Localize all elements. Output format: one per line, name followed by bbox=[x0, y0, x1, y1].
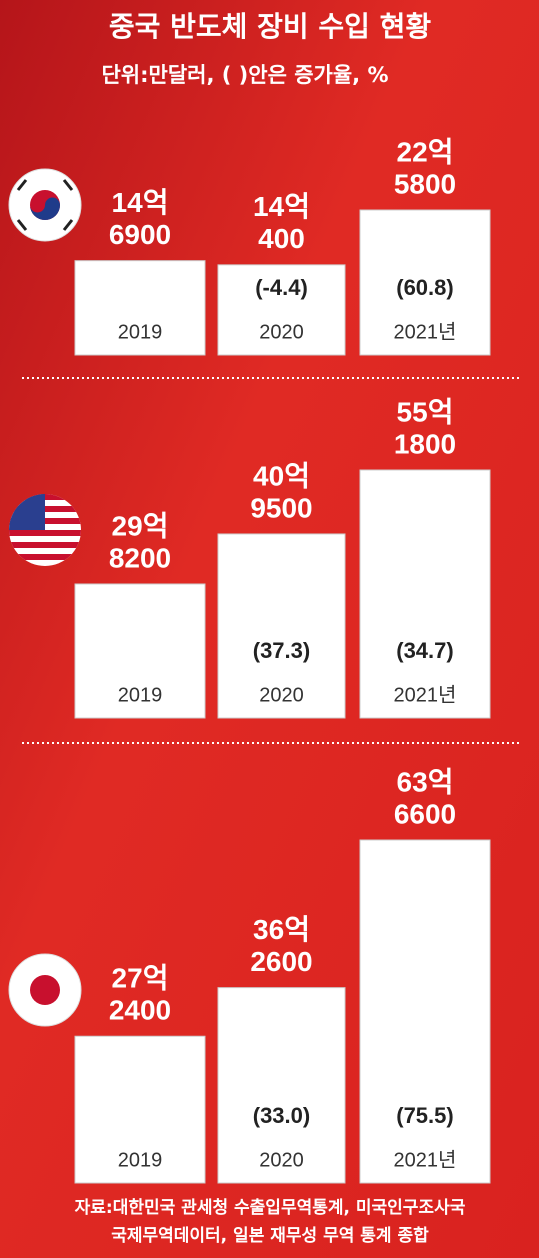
change-label: (37.3) bbox=[253, 638, 310, 663]
flag-japan bbox=[8, 953, 82, 1027]
value-label: 6600 bbox=[394, 798, 456, 829]
value-label: 1800 bbox=[394, 428, 456, 459]
year-label: 2019 bbox=[118, 1149, 163, 1171]
bar bbox=[217, 987, 346, 1184]
flag-usa bbox=[9, 494, 81, 566]
bar bbox=[74, 583, 206, 719]
value-label: 5800 bbox=[394, 168, 456, 199]
subtitle: 단위:만달러, ( )안은 증가율, % bbox=[101, 63, 388, 87]
title: 중국 반도체 장비 수입 현황 bbox=[109, 10, 432, 43]
bar bbox=[217, 533, 346, 719]
change-label: (60.8) bbox=[396, 275, 453, 300]
source-line: 자료:대한민국 관세청 수출입무역통계, 미국인구조사국 bbox=[75, 1197, 466, 1218]
value-label: 40억 bbox=[253, 460, 310, 491]
value-label: 27억 bbox=[112, 963, 169, 994]
value-label: 2600 bbox=[250, 946, 312, 977]
year-label: 2020 bbox=[259, 684, 304, 706]
value-label: 8200 bbox=[109, 542, 171, 573]
value-label: 63억 bbox=[397, 766, 454, 797]
value-label: 9500 bbox=[250, 492, 312, 523]
change-label: (-4.4) bbox=[255, 275, 308, 300]
change-label: (75.5) bbox=[396, 1103, 453, 1128]
year-label: 2020 bbox=[259, 1149, 304, 1171]
year-label: 2019 bbox=[118, 321, 163, 343]
flag-korea bbox=[8, 168, 82, 242]
year-label: 2020 bbox=[259, 321, 304, 343]
bar bbox=[74, 260, 206, 356]
value-label: 22억 bbox=[397, 136, 454, 167]
bar bbox=[217, 264, 346, 356]
value-label: 55억 bbox=[397, 396, 454, 427]
source-line: 국제무역데이터, 일본 재무성 무역 통계 종합 bbox=[111, 1225, 429, 1246]
bar bbox=[359, 469, 491, 719]
change-label: (33.0) bbox=[253, 1103, 310, 1128]
value-label: 14억 bbox=[253, 191, 310, 222]
change-label: (34.7) bbox=[396, 638, 453, 663]
bar bbox=[359, 839, 491, 1184]
value-label: 6900 bbox=[109, 219, 171, 250]
value-label: 2400 bbox=[109, 995, 171, 1026]
bar bbox=[359, 209, 491, 356]
year-label: 2021년 bbox=[394, 320, 457, 343]
value-label: 400 bbox=[258, 223, 305, 254]
value-label: 14억 bbox=[112, 187, 169, 218]
year-label: 2021년 bbox=[394, 683, 457, 706]
value-label: 36억 bbox=[253, 914, 310, 945]
bar bbox=[74, 1035, 206, 1184]
year-label: 2021년 bbox=[394, 1148, 457, 1171]
year-label: 2019 bbox=[118, 684, 163, 706]
value-label: 29억 bbox=[112, 510, 169, 541]
